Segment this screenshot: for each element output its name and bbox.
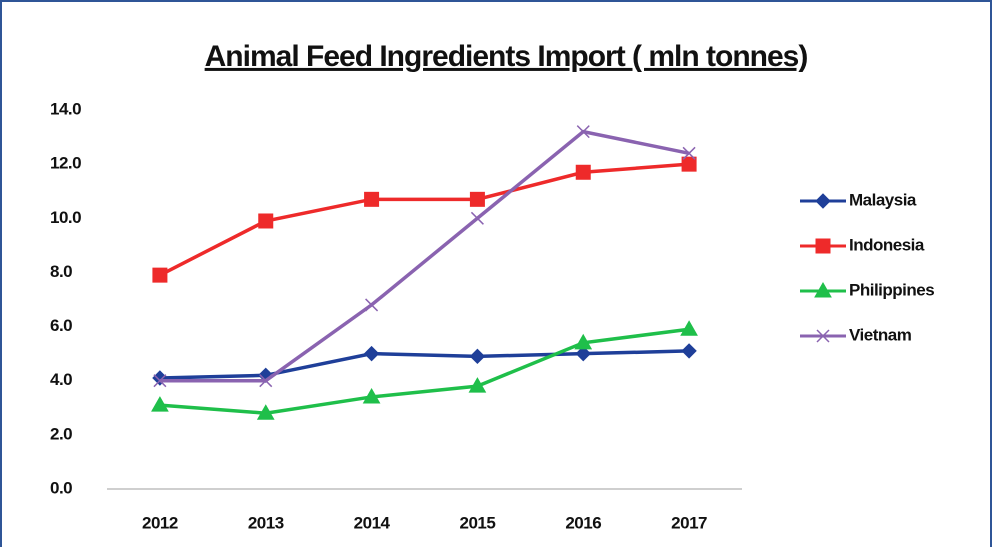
point [152,267,168,283]
legend-label: Malaysia [849,190,917,209]
point [365,298,379,312]
point [362,387,381,404]
point [575,345,591,362]
point [259,374,273,388]
legend-marker [814,281,832,298]
y-tick-label: 2.0 [50,424,72,443]
point [364,191,380,207]
y-tick-label: 10.0 [50,208,81,227]
legend-marker [815,193,831,209]
legend-label: Philippines [849,280,934,299]
series-line [159,162,690,277]
series-line [159,349,690,380]
point [153,374,167,388]
point [574,333,593,350]
y-tick-label: 6.0 [50,316,72,335]
legend-label: Indonesia [849,235,925,254]
x-tick-label: 2014 [354,513,391,532]
y-tick-label: 4.0 [50,370,72,389]
point [468,377,487,393]
series-line [159,327,690,415]
legend-label: Vietnam [849,325,912,344]
point [681,343,697,359]
series-line [159,129,690,383]
chart-title: Animal Feed Ingredients Import ( mln ton… [205,40,808,73]
x-tick-label: 2015 [460,513,496,532]
point [576,125,590,139]
legend-marker [816,329,830,343]
x-tick-label: 2016 [565,513,601,532]
point [680,320,698,336]
point [469,191,485,207]
point [151,396,169,412]
legend-marker [815,238,831,254]
y-tick-label: 0.0 [50,478,72,497]
point [363,345,380,362]
point [256,404,275,420]
point [470,211,484,225]
y-tick-label: 8.0 [50,262,72,281]
point [682,146,696,160]
y-tick-label: 14.0 [50,99,81,118]
point [681,156,697,172]
y-tick-label: 12.0 [50,154,81,173]
point [258,213,274,229]
x-tick-label: 2017 [671,513,707,532]
point [575,164,591,180]
point [469,348,486,365]
x-tick-label: 2013 [248,513,284,532]
x-tick-label: 2012 [142,513,178,532]
